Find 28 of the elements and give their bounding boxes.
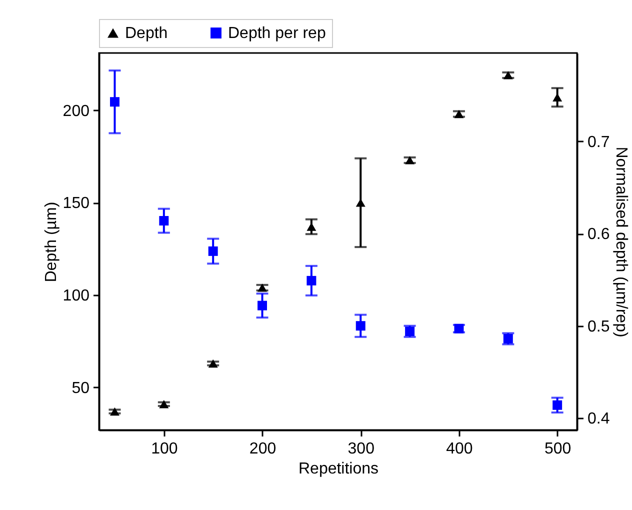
point: [208, 246, 218, 256]
point: [356, 198, 366, 207]
point: [110, 97, 120, 107]
x-tick-label: 400: [446, 440, 473, 458]
y-tick-label: 100: [62, 288, 90, 305]
x-tick-label: 200: [249, 440, 276, 458]
x-tick-label: 500: [544, 440, 572, 458]
y2-tick-label: 0.6: [588, 226, 610, 244]
x-axis-title: Repetitions: [298, 460, 379, 478]
y2-axis-title: Normalised depth (µm/rep): [612, 146, 630, 338]
x-tick-label: 100: [151, 440, 178, 458]
y-tick-label: 150: [62, 195, 90, 212]
y-tick-label: 200: [62, 102, 90, 120]
y2-tick-label: 0.7: [588, 134, 610, 151]
legend-label: Depth: [125, 25, 168, 42]
point: [356, 321, 366, 331]
point: [159, 216, 169, 226]
point: [306, 222, 316, 231]
x-tick-label: 300: [348, 440, 375, 458]
point: [552, 93, 562, 102]
point: [552, 400, 562, 410]
point: [258, 300, 268, 310]
legend-label: Depth per rep: [228, 25, 326, 42]
y2-tick-label: 0.5: [588, 318, 610, 336]
y-axis-title: Depth (µm): [42, 202, 60, 282]
y-tick-label: 50: [72, 380, 90, 397]
y2-tick-label: 0.4: [588, 410, 610, 428]
point: [306, 276, 316, 286]
